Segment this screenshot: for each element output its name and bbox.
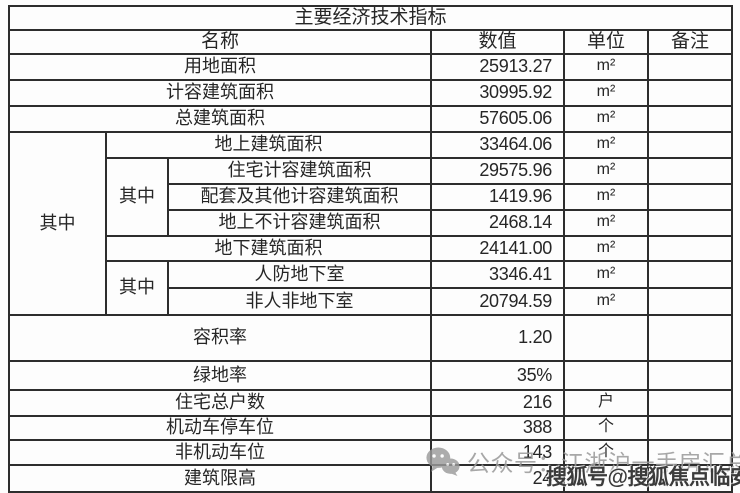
remark-cell	[646, 78, 734, 107]
row-value: 20794.59	[430, 286, 565, 316]
row-label: 非人非地下室	[167, 286, 432, 316]
table-row: 地上不计容建筑面积 2468.14 m²	[9, 208, 734, 237]
table-row: 计容建筑面积 30995.92 m²	[8, 78, 734, 107]
remark-cell	[646, 259, 734, 289]
row-value: 57605.06	[430, 104, 565, 133]
row-unit	[563, 313, 649, 362]
row-label: 住宅总户数	[8, 388, 432, 417]
row-unit: m²	[563, 234, 649, 262]
row-label: 建筑限高	[8, 463, 432, 493]
row-unit: m²	[563, 104, 649, 133]
header-name: 名称	[8, 28, 432, 55]
table-row: 配套及其他计容建筑面积 1419.96 m²	[9, 182, 734, 211]
table-row: 用地面积 25913.27 m²	[8, 52, 734, 81]
row-unit: m²	[563, 156, 649, 185]
header-value: 数值	[430, 28, 565, 55]
table-row: 非机动车位 143 个	[8, 438, 734, 466]
row-label: 机动车停车位	[8, 414, 432, 441]
remark-cell	[646, 104, 734, 133]
row-label: 地下建筑面积	[105, 234, 432, 262]
row-unit: m²	[563, 208, 649, 237]
table-title: 主要经济技术指标	[7, 5, 734, 31]
row-unit: m²	[563, 52, 649, 81]
row-value: 33464.06	[430, 130, 565, 159]
row-value: 25913.27	[430, 52, 565, 81]
row-unit: m²	[563, 130, 649, 159]
row-label: 人防地下室	[167, 259, 432, 289]
row-unit	[563, 463, 649, 493]
table-row: 非人非地下室 20794.59 m²	[9, 286, 734, 316]
group-cell-lower: 其中	[105, 259, 169, 316]
remark-cell	[646, 313, 734, 362]
table-row: 容积率 1.20	[8, 313, 734, 362]
group-cell-outer: 其中	[8, 130, 107, 316]
row-label: 绿地率	[8, 359, 432, 391]
row-unit: m²	[563, 182, 649, 211]
row-unit	[563, 359, 649, 391]
table-row: 其中 住宅计容建筑面积 29575.96 m²	[9, 156, 734, 237]
row-value: 216	[430, 388, 565, 417]
row-value: 24141.00	[430, 234, 565, 262]
remark-cell	[646, 414, 734, 441]
table-row: 总建筑面积 57605.06 m²	[8, 104, 734, 133]
table-row: 住宅总户数 216 户	[8, 388, 734, 417]
indicators-table: 主要经济技术指标 名称 数值 单位 备注 用地面积 25913.27 m² 计容…	[7, 5, 734, 493]
row-label: 非机动车位	[8, 438, 432, 466]
indicators-table-wrap: 主要经济技术指标 名称 数值 单位 备注 用地面积 25913.27 m² 计容…	[7, 5, 734, 493]
row-unit: m²	[563, 259, 649, 289]
row-value: 143	[430, 438, 565, 466]
row-label: 总建筑面积	[8, 104, 432, 133]
remark-cell	[646, 234, 734, 262]
remark-cell	[646, 286, 734, 316]
remark-cell	[646, 359, 734, 391]
row-label: 用地面积	[8, 52, 432, 81]
row-value: 3346.41	[430, 259, 565, 289]
table-row: 机动车停车位 388 个	[8, 414, 734, 441]
remark-cell	[646, 130, 734, 159]
remark-cell	[646, 182, 734, 211]
row-value: 1419.96	[430, 182, 565, 211]
row-unit: 个	[563, 414, 649, 441]
table-row: 其中 地上建筑面积 33464.06 m²	[8, 130, 734, 316]
group-cell-upper: 其中	[105, 156, 169, 237]
row-unit: m²	[563, 286, 649, 316]
row-value: 35%	[430, 359, 565, 391]
row-value: 30995.92	[430, 78, 565, 107]
table-row: 地下建筑面积 24141.00 m²	[9, 234, 734, 262]
row-label: 计容建筑面积	[8, 78, 432, 107]
row-value: 1.20	[430, 313, 565, 362]
remark-cell	[646, 388, 734, 417]
row-value: 388	[430, 414, 565, 441]
row-label: 住宅计容建筑面积	[167, 156, 432, 185]
remark-cell	[646, 52, 734, 81]
row-value: 24	[430, 463, 565, 493]
table-row: 绿地率 35%	[8, 359, 734, 391]
row-unit: m²	[563, 78, 649, 107]
remark-cell	[646, 463, 734, 493]
row-label: 容积率	[8, 313, 432, 362]
remark-cell	[646, 208, 734, 237]
table-row: 建筑限高 24	[8, 463, 734, 493]
header-remark: 备注	[646, 28, 734, 55]
row-value: 29575.96	[430, 156, 565, 185]
row-value: 2468.14	[430, 208, 565, 237]
table-row: 其中 人防地下室 3346.41 m²	[9, 259, 734, 316]
remark-cell	[646, 438, 734, 466]
row-unit: 个	[563, 438, 649, 466]
row-label: 地上建筑面积	[105, 130, 432, 159]
row-label: 地上不计容建筑面积	[167, 208, 432, 237]
row-unit: 户	[563, 388, 649, 417]
row-label: 配套及其他计容建筑面积	[167, 182, 432, 211]
header-unit: 单位	[563, 28, 649, 55]
remark-cell	[646, 156, 734, 185]
